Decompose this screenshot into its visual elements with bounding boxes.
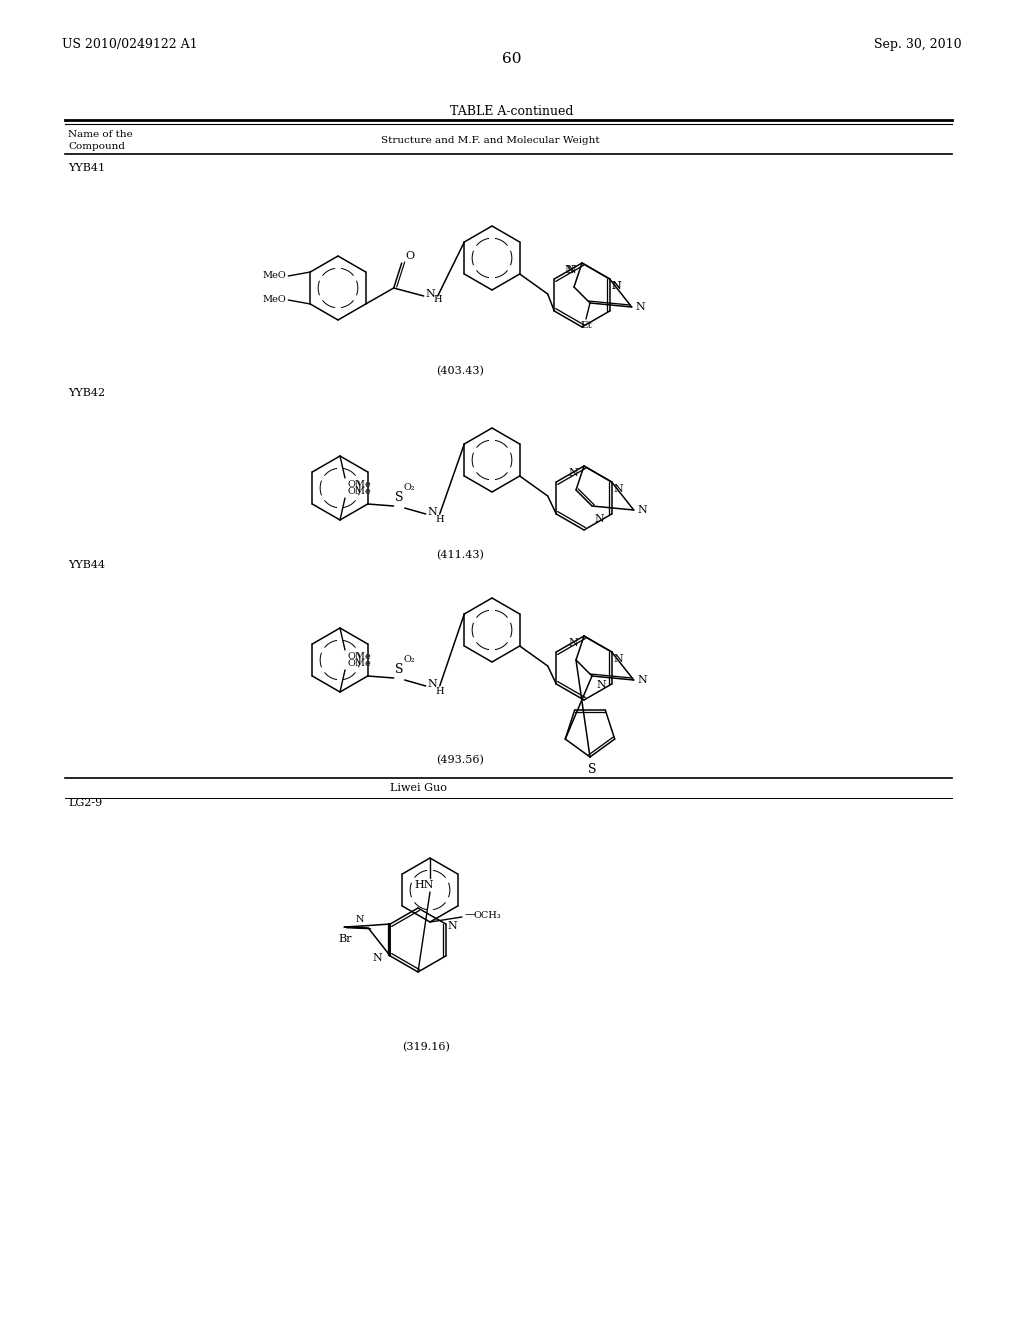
Text: Liwei Guo: Liwei Guo bbox=[390, 783, 446, 793]
Text: US 2010/0249122 A1: US 2010/0249122 A1 bbox=[62, 38, 198, 51]
Text: H: H bbox=[436, 515, 444, 524]
Text: S: S bbox=[588, 763, 596, 776]
Text: N: N bbox=[636, 302, 645, 312]
Text: H: H bbox=[434, 296, 442, 305]
Text: N: N bbox=[426, 289, 435, 300]
Text: O₂: O₂ bbox=[403, 655, 416, 664]
Text: N: N bbox=[355, 915, 365, 924]
Text: (493.56): (493.56) bbox=[436, 755, 484, 766]
Text: OCH₃: OCH₃ bbox=[474, 912, 502, 920]
Text: OMe: OMe bbox=[348, 480, 372, 488]
Text: LG2-9: LG2-9 bbox=[68, 799, 102, 808]
Text: OMe: OMe bbox=[348, 487, 372, 496]
Text: N: N bbox=[566, 265, 575, 275]
Text: Compound: Compound bbox=[68, 143, 125, 150]
Text: N: N bbox=[428, 678, 437, 689]
Text: N: N bbox=[613, 653, 624, 664]
Text: Sep. 30, 2010: Sep. 30, 2010 bbox=[874, 38, 962, 51]
Text: S: S bbox=[394, 663, 403, 676]
Text: N: N bbox=[638, 675, 647, 685]
Text: (319.16): (319.16) bbox=[402, 1041, 450, 1052]
Text: Br: Br bbox=[339, 935, 352, 944]
Text: —: — bbox=[465, 909, 476, 919]
Text: N: N bbox=[594, 513, 604, 524]
Text: N: N bbox=[447, 921, 458, 931]
Text: YYB41: YYB41 bbox=[68, 162, 105, 173]
Text: N: N bbox=[568, 469, 578, 478]
Text: N: N bbox=[373, 953, 382, 964]
Text: N: N bbox=[568, 638, 578, 648]
Text: N: N bbox=[638, 506, 647, 515]
Text: OMe: OMe bbox=[348, 659, 372, 668]
Text: YYB44: YYB44 bbox=[68, 560, 105, 570]
Text: Et: Et bbox=[581, 321, 592, 330]
Text: Name of the: Name of the bbox=[68, 129, 133, 139]
Text: HN: HN bbox=[414, 880, 433, 890]
Text: N: N bbox=[596, 680, 606, 690]
Text: MeO: MeO bbox=[262, 296, 287, 305]
Text: O₂: O₂ bbox=[403, 483, 416, 492]
Text: H: H bbox=[436, 686, 444, 696]
Text: N: N bbox=[611, 281, 622, 290]
Text: N: N bbox=[564, 265, 574, 275]
Text: OMe: OMe bbox=[348, 652, 372, 661]
Text: TABLE A-continued: TABLE A-continued bbox=[451, 106, 573, 117]
Text: (411.43): (411.43) bbox=[436, 550, 484, 560]
Text: S: S bbox=[394, 491, 403, 504]
Text: N: N bbox=[428, 507, 437, 517]
Text: YYB42: YYB42 bbox=[68, 388, 105, 399]
Text: N: N bbox=[611, 281, 622, 290]
Text: (403.43): (403.43) bbox=[436, 366, 484, 376]
Text: MeO: MeO bbox=[262, 272, 287, 281]
Text: N: N bbox=[613, 484, 624, 494]
Text: 60: 60 bbox=[502, 51, 522, 66]
Text: O: O bbox=[406, 251, 415, 261]
Text: Structure and M.F. and Molecular Weight: Structure and M.F. and Molecular Weight bbox=[381, 136, 599, 145]
